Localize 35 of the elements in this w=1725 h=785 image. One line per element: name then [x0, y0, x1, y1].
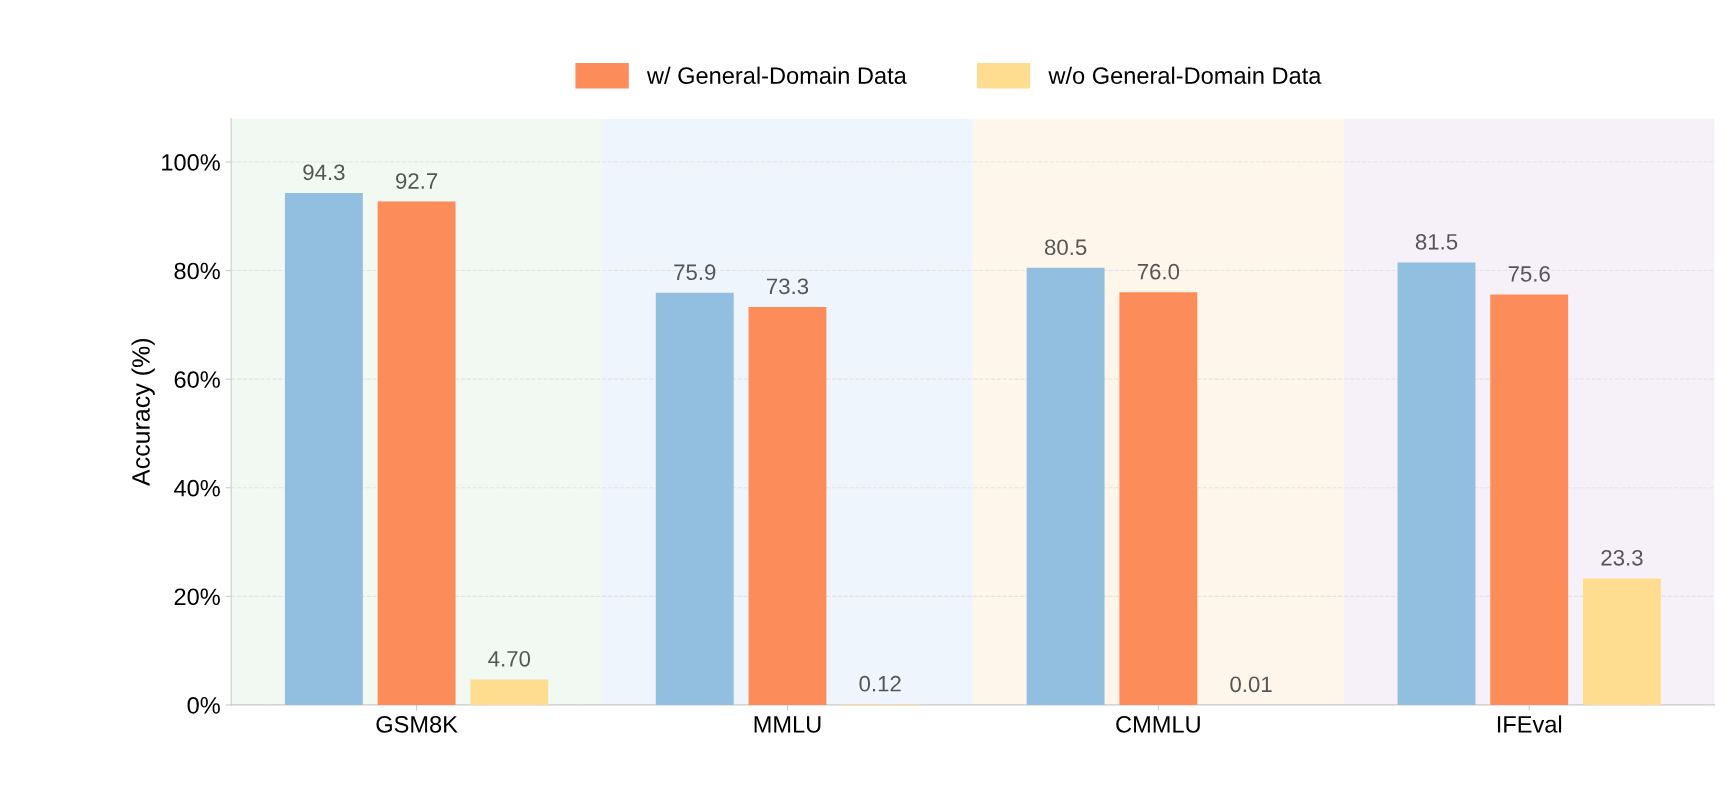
bar — [1490, 294, 1569, 705]
bar — [470, 679, 549, 705]
data-label: 75.6 — [1508, 265, 1550, 282]
x-tick-label: MMLU — [754, 716, 821, 733]
y-tick-label: 80% — [174, 262, 220, 280]
data-label: 23.3 — [1601, 549, 1643, 566]
data-label: 76.0 — [1137, 263, 1180, 280]
data-label: 75.9 — [674, 264, 716, 281]
legend-label: w/o General-Domain Data — [1048, 66, 1322, 84]
legend-label: w/ General-Domain Data — [646, 66, 907, 84]
data-label: 4.70 — [488, 650, 531, 667]
bar — [655, 292, 734, 705]
y-tick-label: 100% — [162, 154, 220, 171]
data-label: 73.3 — [766, 278, 809, 295]
data-label: 92.7 — [396, 173, 438, 189]
data-label: 0.12 — [859, 675, 901, 692]
bar — [1397, 262, 1476, 705]
data-label: 81.5 — [1415, 233, 1458, 250]
x-tick-label: GSM8K — [376, 715, 458, 733]
bar — [1026, 267, 1105, 705]
y-tick-label: 0% — [187, 697, 220, 714]
bar — [1582, 578, 1661, 705]
bar — [284, 192, 363, 705]
y-tick-label: 40% — [174, 479, 220, 497]
x-tick-label: IFEval — [1497, 715, 1562, 733]
bar — [1119, 292, 1198, 705]
x-tick-label: CMMLU — [1116, 715, 1200, 733]
bar — [748, 306, 827, 705]
y-axis-title: Accuracy (%) — [131, 338, 155, 486]
y-tick-label: 20% — [174, 588, 220, 606]
data-label: 80.5 — [1044, 239, 1087, 256]
bar — [377, 201, 456, 705]
data-label: 0.01 — [1230, 676, 1272, 693]
y-tick-label: 60% — [174, 371, 220, 388]
data-label: 94.3 — [303, 164, 345, 181]
